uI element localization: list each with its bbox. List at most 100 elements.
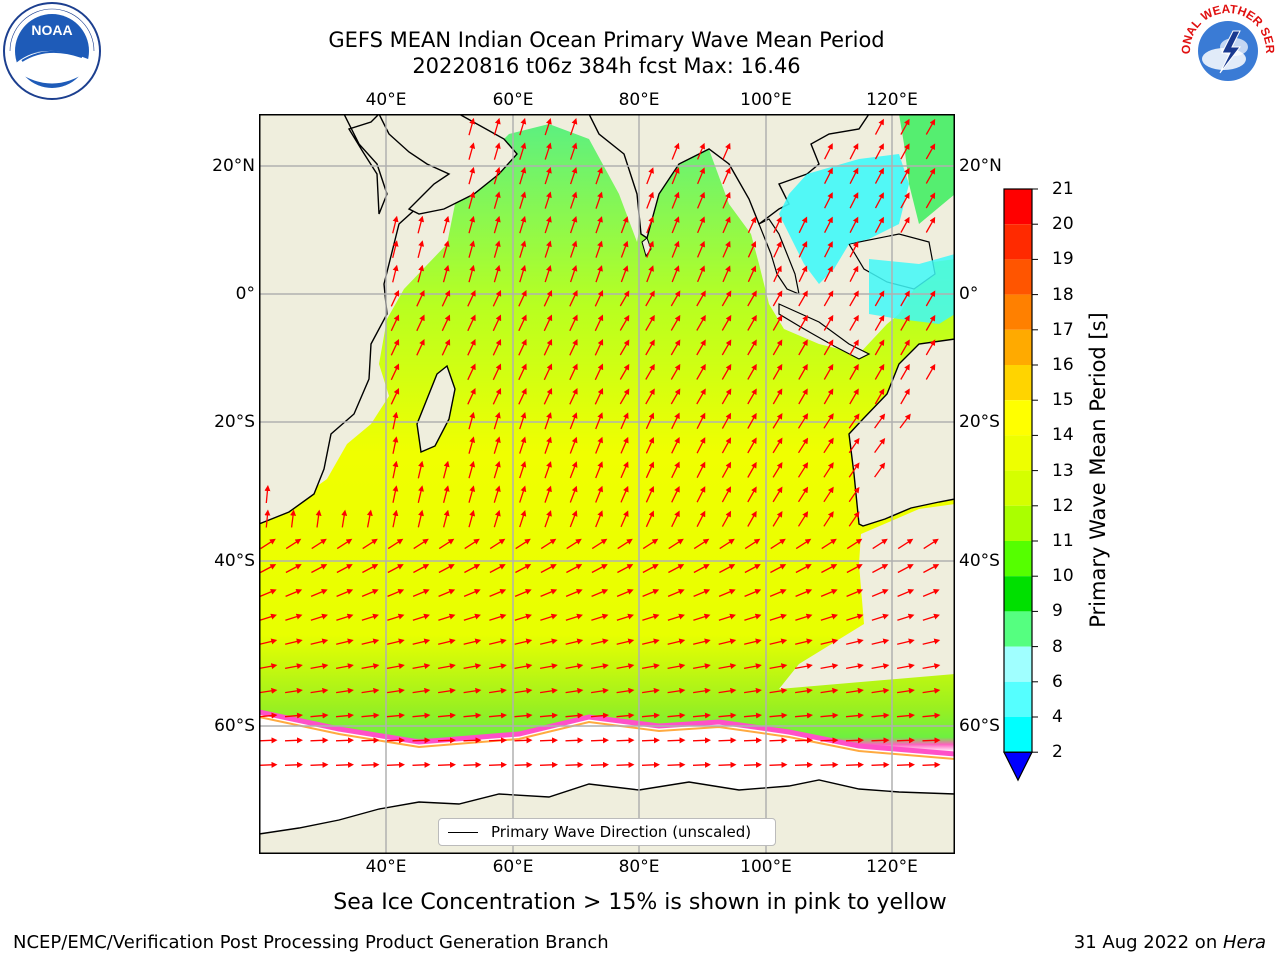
wave-direction-arrow [849, 241, 859, 258]
wave-direction-arrow [519, 142, 527, 160]
colorbar-level-label: 11 [1052, 531, 1074, 551]
wave-direction-arrow [874, 192, 884, 209]
wave-direction-arrow [846, 687, 864, 694]
wave-direction-arrow [642, 538, 659, 550]
wave-direction-arrow [823, 437, 834, 454]
wave-direction-arrow [671, 437, 680, 454]
wave-direction-arrow [874, 462, 886, 478]
wave-direction-arrow [519, 264, 527, 283]
wave-direction-arrow [693, 588, 711, 597]
wave-direction-arrow [772, 437, 783, 454]
wave-direction-arrow [417, 215, 425, 234]
wave-direction-arrow [416, 314, 425, 332]
wave-direction-arrow [922, 588, 940, 597]
wave-direction-arrow [718, 737, 737, 744]
wave-direction-arrow [386, 737, 405, 744]
wave-direction-arrow [769, 588, 787, 597]
wave-direction-arrow [923, 564, 940, 574]
lon-tick-bottom: 40°E [365, 857, 407, 877]
wave-direction-arrow [362, 538, 378, 550]
wave-direction-arrow [772, 388, 783, 405]
wave-direction-arrow [925, 216, 936, 233]
wave-direction-arrow [821, 538, 837, 550]
wave-direction-arrow [670, 314, 681, 331]
wave-direction-arrow [565, 613, 583, 621]
lat-tick-right: 40°S [959, 551, 1000, 571]
wave-direction-arrow [336, 538, 353, 550]
wave-direction-arrow [845, 663, 864, 670]
wave-direction-arrow [392, 240, 399, 258]
wave-direction-arrow [667, 761, 686, 768]
wave-direction-arrow [696, 412, 706, 429]
wave-direction-arrow [442, 264, 450, 283]
wave-direction-arrow [442, 460, 450, 479]
wave-direction-arrow [646, 265, 654, 283]
wave-direction-arrow [824, 167, 833, 184]
wave-direction-arrow [386, 761, 405, 768]
wave-direction-arrow [743, 663, 762, 670]
colorbar-level-label: 13 [1052, 460, 1074, 481]
wave-direction-arrow [468, 509, 476, 528]
wave-direction-arrow [284, 761, 303, 768]
colorbar-level-label: 2 [1052, 742, 1063, 763]
wave-direction-arrow [846, 613, 864, 621]
wave-direction-arrow [641, 663, 660, 670]
wave-direction-arrow [284, 712, 303, 719]
wave-direction-arrow [493, 142, 501, 160]
wave-direction-arrow [569, 118, 578, 136]
lon-tick-bottom: 100°E [740, 857, 792, 877]
wave-direction-arrow [900, 388, 910, 405]
wave-direction-arrow [264, 485, 271, 504]
wave-direction-arrow [769, 613, 787, 621]
wave-direction-arrow [387, 588, 405, 597]
wave-direction-arrow [492, 363, 502, 381]
wave-direction-arrow [412, 663, 431, 670]
wave-direction-arrow [692, 761, 711, 768]
wave-direction-arrow [492, 338, 502, 356]
colorbar-level-label: 15 [1052, 390, 1074, 411]
wave-direction-arrow [488, 737, 507, 744]
wave-direction-arrow [823, 462, 834, 478]
colorbar-level-label: 8 [1052, 636, 1063, 657]
wave-direction-arrow [519, 412, 527, 430]
wave-direction-arrow [493, 191, 501, 209]
wave-direction-arrow [463, 638, 482, 645]
wave-direction-arrow [747, 240, 757, 258]
lon-tick-bottom: 120°E [866, 857, 918, 877]
wave-direction-arrow [620, 240, 629, 258]
wave-direction-arrow [925, 167, 936, 184]
wave-direction-arrow [616, 638, 635, 645]
wave-direction-arrow [671, 216, 680, 234]
wave-direction-arrow [392, 264, 399, 283]
wave-direction-arrow [871, 737, 890, 744]
lat-tick-right: 20°N [959, 156, 1002, 176]
wave-direction-arrow [874, 118, 884, 135]
wave-direction-arrow [544, 461, 552, 479]
wave-direction-arrow [721, 388, 732, 405]
wave-direction-arrow [290, 509, 297, 528]
wave-direction-arrow [747, 339, 757, 356]
wave-direction-arrow [489, 538, 506, 550]
lat-tick-left: 40°S [214, 551, 255, 571]
wave-direction-arrow [773, 240, 782, 258]
wave-direction-arrow [794, 761, 813, 768]
wave-direction-arrow [925, 314, 936, 331]
wave-direction-arrow [311, 564, 328, 574]
colorbar-extend-arrow [1003, 751, 1033, 782]
colorbar-level-label: 19 [1052, 249, 1074, 270]
wave-direction-arrow [645, 314, 655, 331]
wave-direction-arrow [671, 191, 680, 209]
wave-direction-arrow [387, 538, 404, 550]
wave-direction-arrow [667, 687, 686, 694]
wave-direction-arrow [336, 638, 354, 645]
wave-direction-arrow [900, 290, 910, 307]
wave-direction-arrow [794, 712, 813, 719]
colorbar-level-label: 16 [1052, 355, 1074, 375]
wave-direction-arrow [897, 687, 915, 694]
wave-direction-arrow [769, 737, 788, 744]
wave-direction-arrow [566, 538, 582, 550]
wave-direction-arrow [489, 687, 507, 694]
wave-direction-arrow [492, 387, 502, 405]
wave-direction-arrow [518, 387, 527, 405]
madagascar [416, 364, 456, 454]
